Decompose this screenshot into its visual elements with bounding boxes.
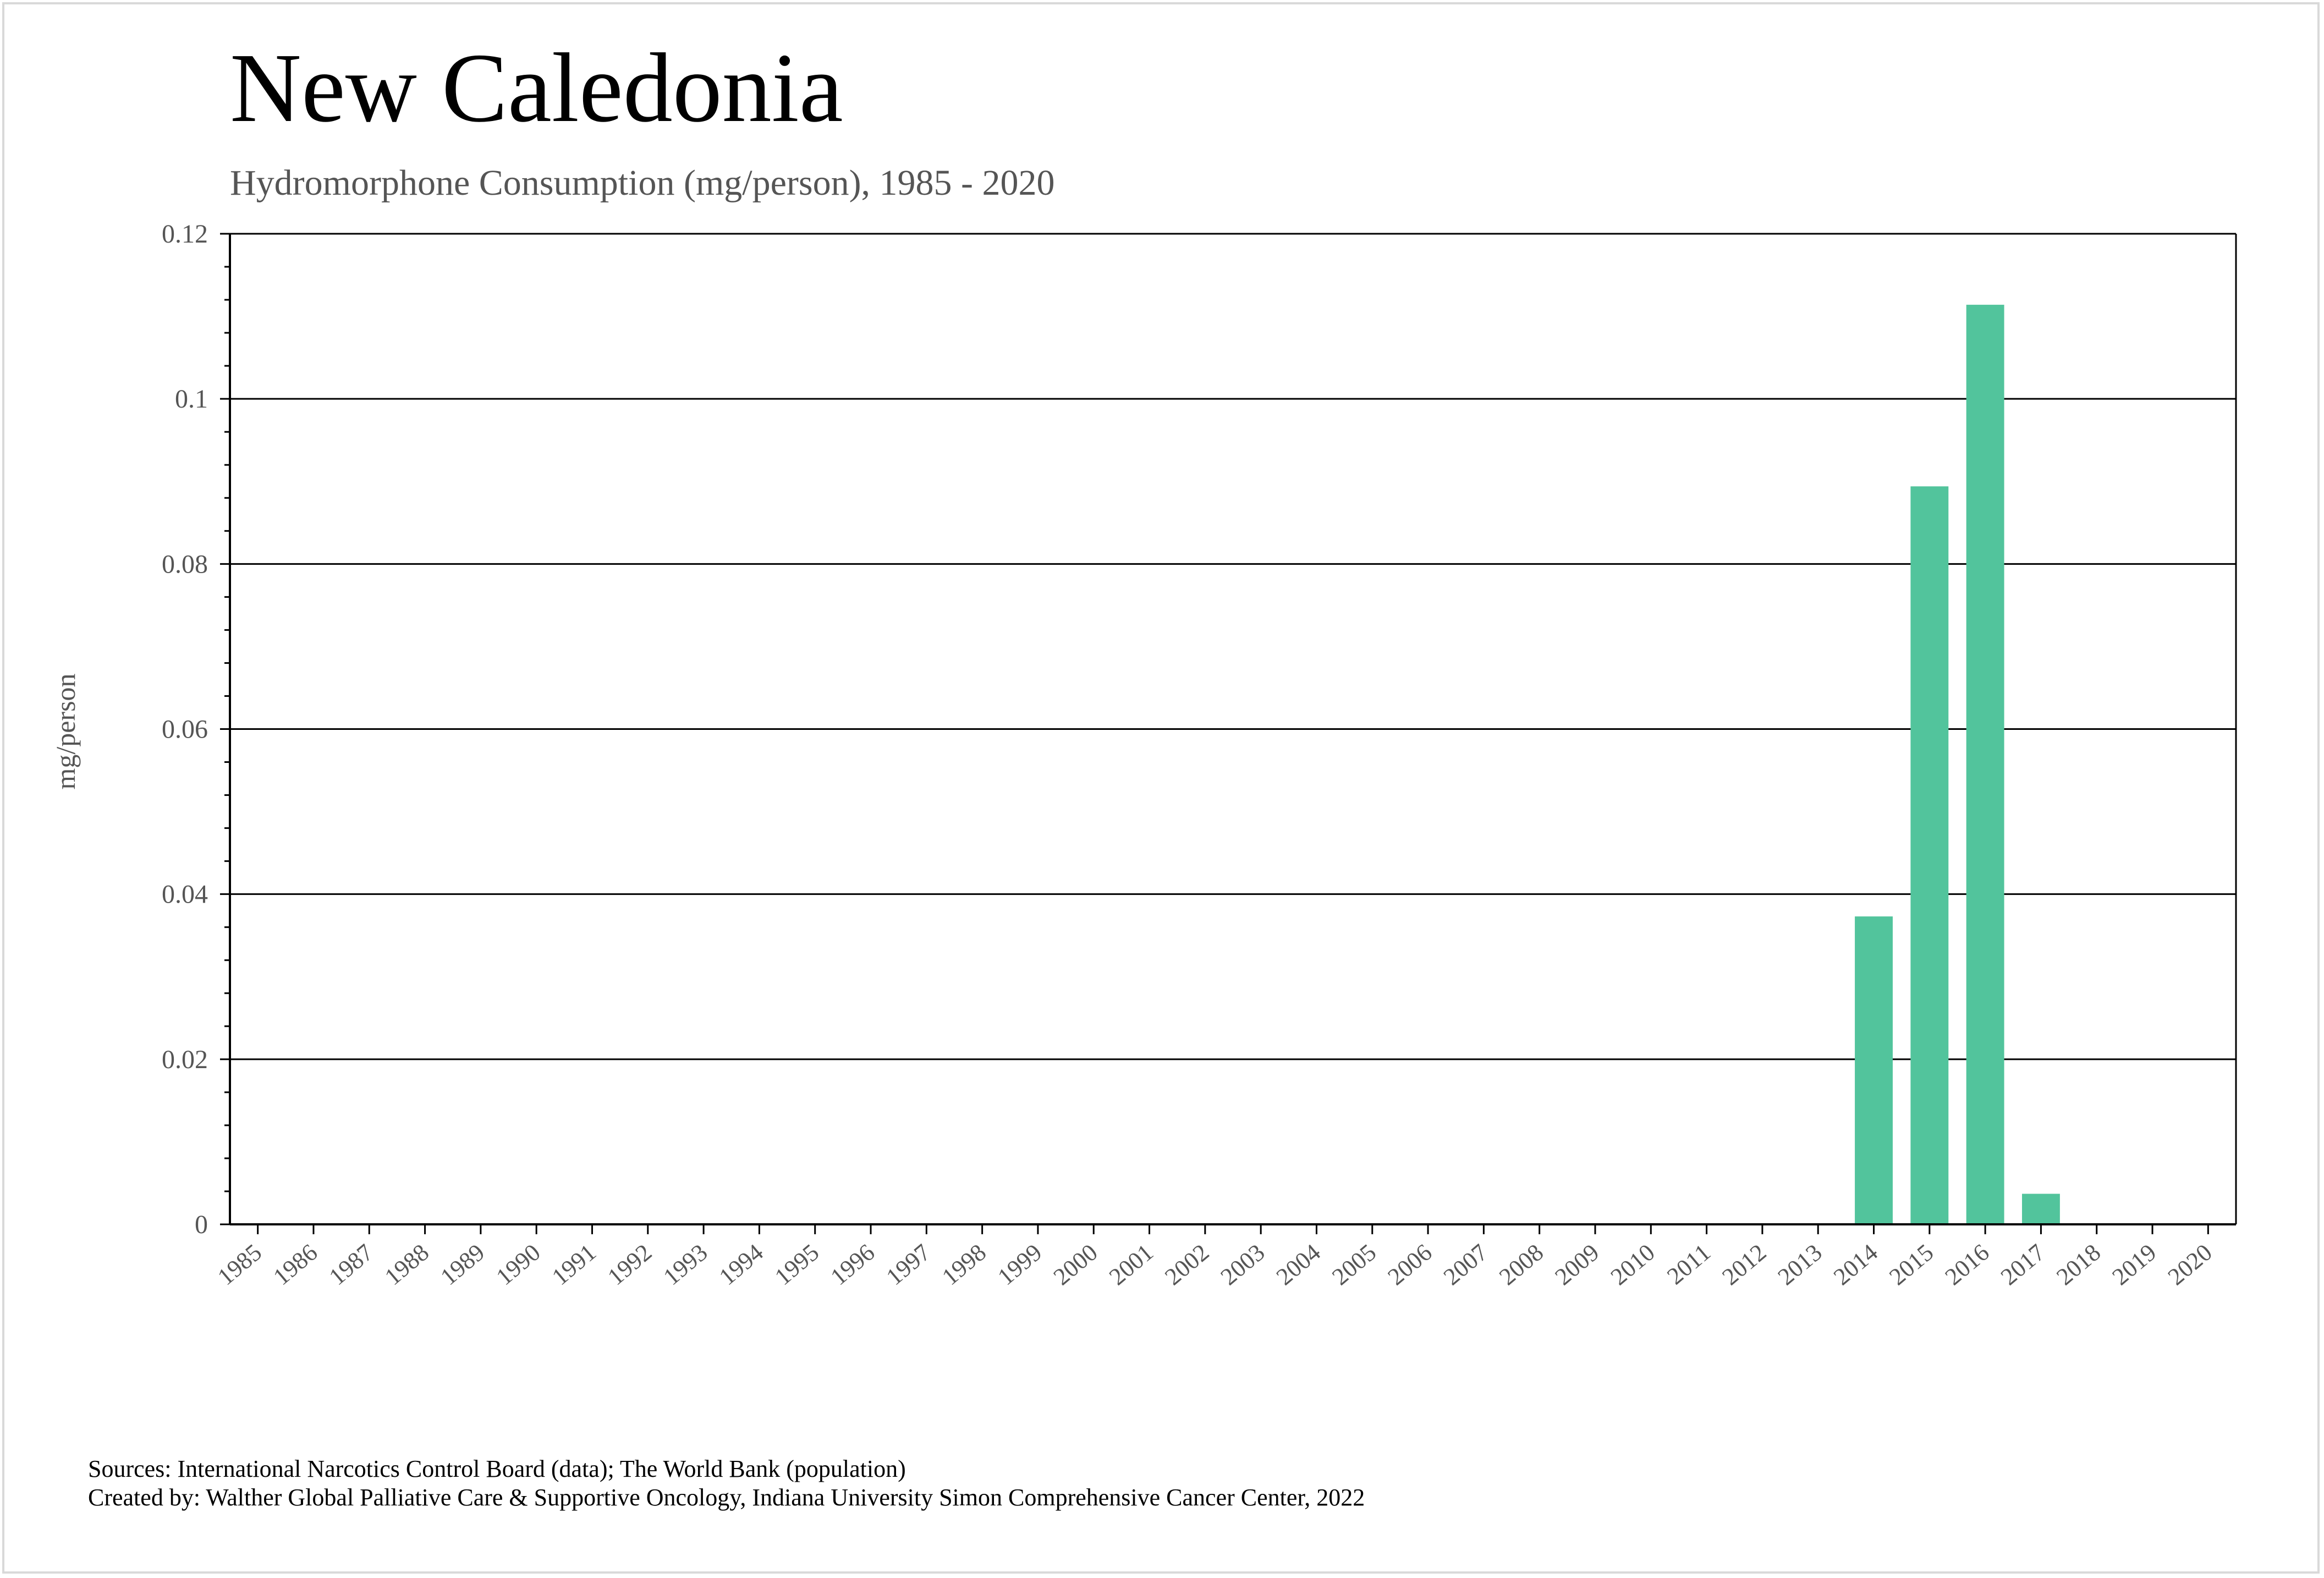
x-tick-label: 2009 bbox=[1550, 1239, 1605, 1290]
x-tick-label: 2007 bbox=[1438, 1239, 1493, 1290]
x-tick-label: 2011 bbox=[1662, 1239, 1716, 1290]
x-tick-label: 2005 bbox=[1327, 1239, 1381, 1290]
created-by-line: Created by: Walther Global Palliative Ca… bbox=[88, 1484, 1365, 1511]
y-tick-label: 0.12 bbox=[162, 219, 208, 249]
y-tick-label: 0.1 bbox=[175, 384, 208, 414]
x-tick-label: 2019 bbox=[2107, 1239, 2162, 1290]
x-tick-label: 1999 bbox=[992, 1239, 1047, 1290]
y-tick-label: 0.06 bbox=[162, 715, 208, 744]
chart-subtitle: Hydromorphone Consumption (mg/person), 1… bbox=[230, 163, 1055, 203]
y-tick-labels: 0 0.02 0.04 0.06 0.08 0.1 0.12 bbox=[162, 219, 208, 1239]
x-tick-label: 1989 bbox=[435, 1239, 490, 1290]
y-tick-label: 0.02 bbox=[162, 1045, 208, 1074]
x-tick-label: 1991 bbox=[547, 1239, 601, 1290]
x-tick-label: 2002 bbox=[1160, 1239, 1214, 1290]
sources-note: Sources: International Narcotics Control… bbox=[88, 1455, 1365, 1512]
x-tick-label: 2008 bbox=[1494, 1239, 1548, 1290]
x-tick-label: 2000 bbox=[1048, 1239, 1103, 1290]
x-tick-label: 2018 bbox=[2051, 1239, 2106, 1290]
bars bbox=[1855, 305, 2060, 1224]
x-tick-label: 1997 bbox=[881, 1239, 936, 1290]
x-tick-label: 2020 bbox=[2163, 1239, 2217, 1290]
x-tick-label: 1995 bbox=[770, 1239, 824, 1290]
x-tick-label: 2001 bbox=[1104, 1239, 1158, 1290]
y-axis-label: mg/person bbox=[50, 673, 81, 789]
x-tick-label: 1990 bbox=[491, 1239, 546, 1290]
x-tick-label: 1998 bbox=[937, 1239, 991, 1290]
x-tick-label: 2003 bbox=[1216, 1239, 1270, 1290]
x-tick-label: 2006 bbox=[1383, 1239, 1437, 1290]
bar-2015 bbox=[1910, 486, 1949, 1224]
x-tick-label: 1988 bbox=[380, 1239, 434, 1290]
sources-line: Sources: International Narcotics Control… bbox=[88, 1455, 906, 1482]
x-tick-label: 1993 bbox=[658, 1239, 713, 1290]
x-tick-label: 1986 bbox=[268, 1239, 322, 1290]
x-tick-label: 1987 bbox=[324, 1239, 378, 1290]
x-tick-label: 2015 bbox=[1884, 1239, 1938, 1290]
x-tick-label: 1996 bbox=[826, 1239, 880, 1290]
x-tick-label: 1992 bbox=[602, 1239, 657, 1290]
chart-title: New Caledonia bbox=[230, 33, 843, 142]
y-tick-label: 0.08 bbox=[162, 549, 208, 579]
x-tick-label: 2010 bbox=[1606, 1239, 1660, 1290]
axes bbox=[220, 233, 2237, 1234]
x-tick-label: 2012 bbox=[1717, 1239, 1771, 1290]
x-tick-label: 2016 bbox=[1940, 1239, 1995, 1290]
x-tick-label: 1985 bbox=[212, 1239, 267, 1290]
x-tick-label: 2004 bbox=[1271, 1239, 1326, 1290]
x-tick-labels: 1985 1986 1987 1988 1989 1990 1991 1992 1993 1994… bbox=[212, 1239, 2217, 1290]
x-tick-label: 2013 bbox=[1773, 1239, 1827, 1290]
bar-2016 bbox=[1966, 305, 2004, 1224]
x-tick-label: 2014 bbox=[1828, 1239, 1883, 1290]
bar-2014 bbox=[1855, 916, 1893, 1224]
x-tick-label: 1994 bbox=[714, 1239, 768, 1290]
bar-2017 bbox=[2021, 1194, 2060, 1224]
y-tick-label: 0 bbox=[195, 1210, 208, 1239]
x-tick-label: 2017 bbox=[1996, 1239, 2050, 1290]
y-tick-label: 0.04 bbox=[162, 880, 208, 909]
